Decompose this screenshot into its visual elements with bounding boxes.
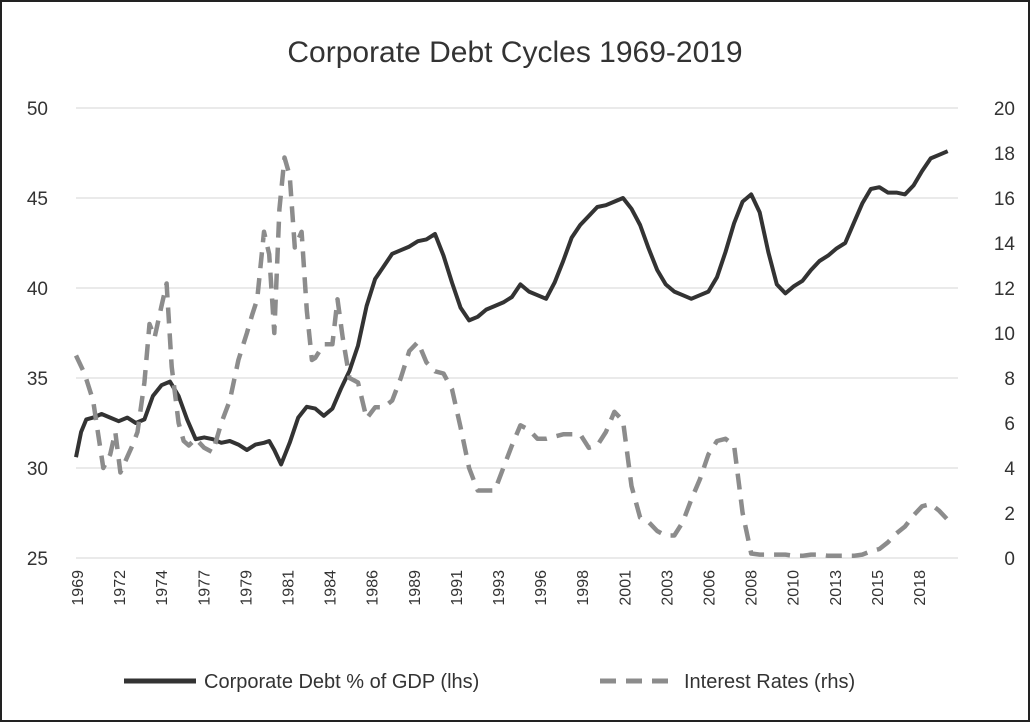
x-tick: 1998 xyxy=(575,570,592,606)
x-tick: 1979 xyxy=(238,570,255,606)
x-tick: 2003 xyxy=(659,570,676,606)
x-tick-label: 2010 xyxy=(786,570,803,606)
y-left-tick-label: 45 xyxy=(27,189,48,210)
series-line-interest-rates xyxy=(73,155,950,559)
x-tick-label: 1996 xyxy=(533,570,550,606)
y-right-tick-label: 4 xyxy=(1004,459,1015,480)
x-tick-label: 1989 xyxy=(407,570,424,606)
y-right-tick-label: 6 xyxy=(1004,414,1015,435)
x-tick-label: 2006 xyxy=(702,570,719,606)
x-tick: 1972 xyxy=(112,570,129,606)
x-tick: 2001 xyxy=(617,570,634,606)
x-tick-label: 2008 xyxy=(744,570,761,606)
x-tick: 1974 xyxy=(154,570,171,606)
x-tick: 1993 xyxy=(491,570,508,606)
y-right-tick-label: 8 xyxy=(1004,369,1015,390)
x-axis-ticks: 1969 1972 1974 1977 1979 1981 1984 1986 1989 1991… xyxy=(70,570,929,606)
series-lines xyxy=(73,149,950,559)
x-tick: 2018 xyxy=(912,570,929,606)
x-tick-label: 1993 xyxy=(491,570,508,606)
y-axis-right-ticks: 0 2 4 6 8 10 12 14 16 18 20 xyxy=(994,99,1016,570)
y-left-tick-label: 40 xyxy=(27,279,48,300)
x-tick-label: 1991 xyxy=(449,570,466,606)
legend-label-interest-rates: Interest Rates (rhs) xyxy=(684,671,855,693)
y-right-tick-label: 14 xyxy=(994,234,1016,255)
y-right-tick-label: 2 xyxy=(1004,504,1015,525)
x-tick: 1977 xyxy=(196,570,213,606)
x-tick: 1984 xyxy=(323,570,340,606)
y-right-tick-label: 20 xyxy=(994,99,1015,120)
x-tick: 2010 xyxy=(786,570,803,606)
gridlines xyxy=(76,107,958,559)
x-tick-label: 1979 xyxy=(238,570,255,606)
y-right-tick-label: 18 xyxy=(994,144,1015,165)
legend: Corporate Debt % of GDP (lhs) Interest R… xyxy=(124,671,855,693)
y-right-tick-label: 0 xyxy=(1004,549,1015,570)
y-left-tick-label: 30 xyxy=(27,459,48,480)
x-tick: 1996 xyxy=(533,570,550,606)
x-tick-label: 2013 xyxy=(828,570,845,606)
x-tick: 2015 xyxy=(870,570,887,606)
x-tick: 2006 xyxy=(702,570,719,606)
y-left-tick-label: 35 xyxy=(27,369,48,390)
x-tick-label: 2018 xyxy=(912,570,929,606)
y-left-tick-label: 50 xyxy=(27,99,48,120)
chart-title: Corporate Debt Cycles 1969-2019 xyxy=(287,36,742,69)
x-tick: 1969 xyxy=(70,570,87,606)
y-left-tick-label: 25 xyxy=(27,549,48,570)
x-tick: 1981 xyxy=(281,570,298,606)
x-tick: 2013 xyxy=(828,570,845,606)
x-tick-label: 2003 xyxy=(659,570,676,606)
x-tick-label: 2001 xyxy=(617,570,634,606)
legend-label-corporate-debt: Corporate Debt % of GDP (lhs) xyxy=(204,671,479,693)
y-right-tick-label: 10 xyxy=(994,324,1015,345)
y-right-tick-label: 16 xyxy=(994,189,1015,210)
x-tick: 1989 xyxy=(407,570,424,606)
x-tick-label: 1981 xyxy=(281,570,298,606)
x-tick-label: 1974 xyxy=(154,570,171,606)
x-tick-label: 1969 xyxy=(70,570,87,606)
y-right-tick-label: 12 xyxy=(994,279,1015,300)
x-tick-label: 1977 xyxy=(196,570,213,606)
x-tick-label: 1986 xyxy=(365,570,382,606)
x-tick-label: 2015 xyxy=(870,570,887,606)
x-tick-label: 1984 xyxy=(323,570,340,606)
x-tick-label: 1972 xyxy=(112,570,129,606)
x-tick: 2008 xyxy=(744,570,761,606)
x-tick: 1991 xyxy=(449,570,466,606)
y-axis-left-ticks: 25 30 35 40 45 50 xyxy=(27,99,48,570)
x-tick: 1986 xyxy=(365,570,382,606)
x-tick-label: 1998 xyxy=(575,570,592,606)
